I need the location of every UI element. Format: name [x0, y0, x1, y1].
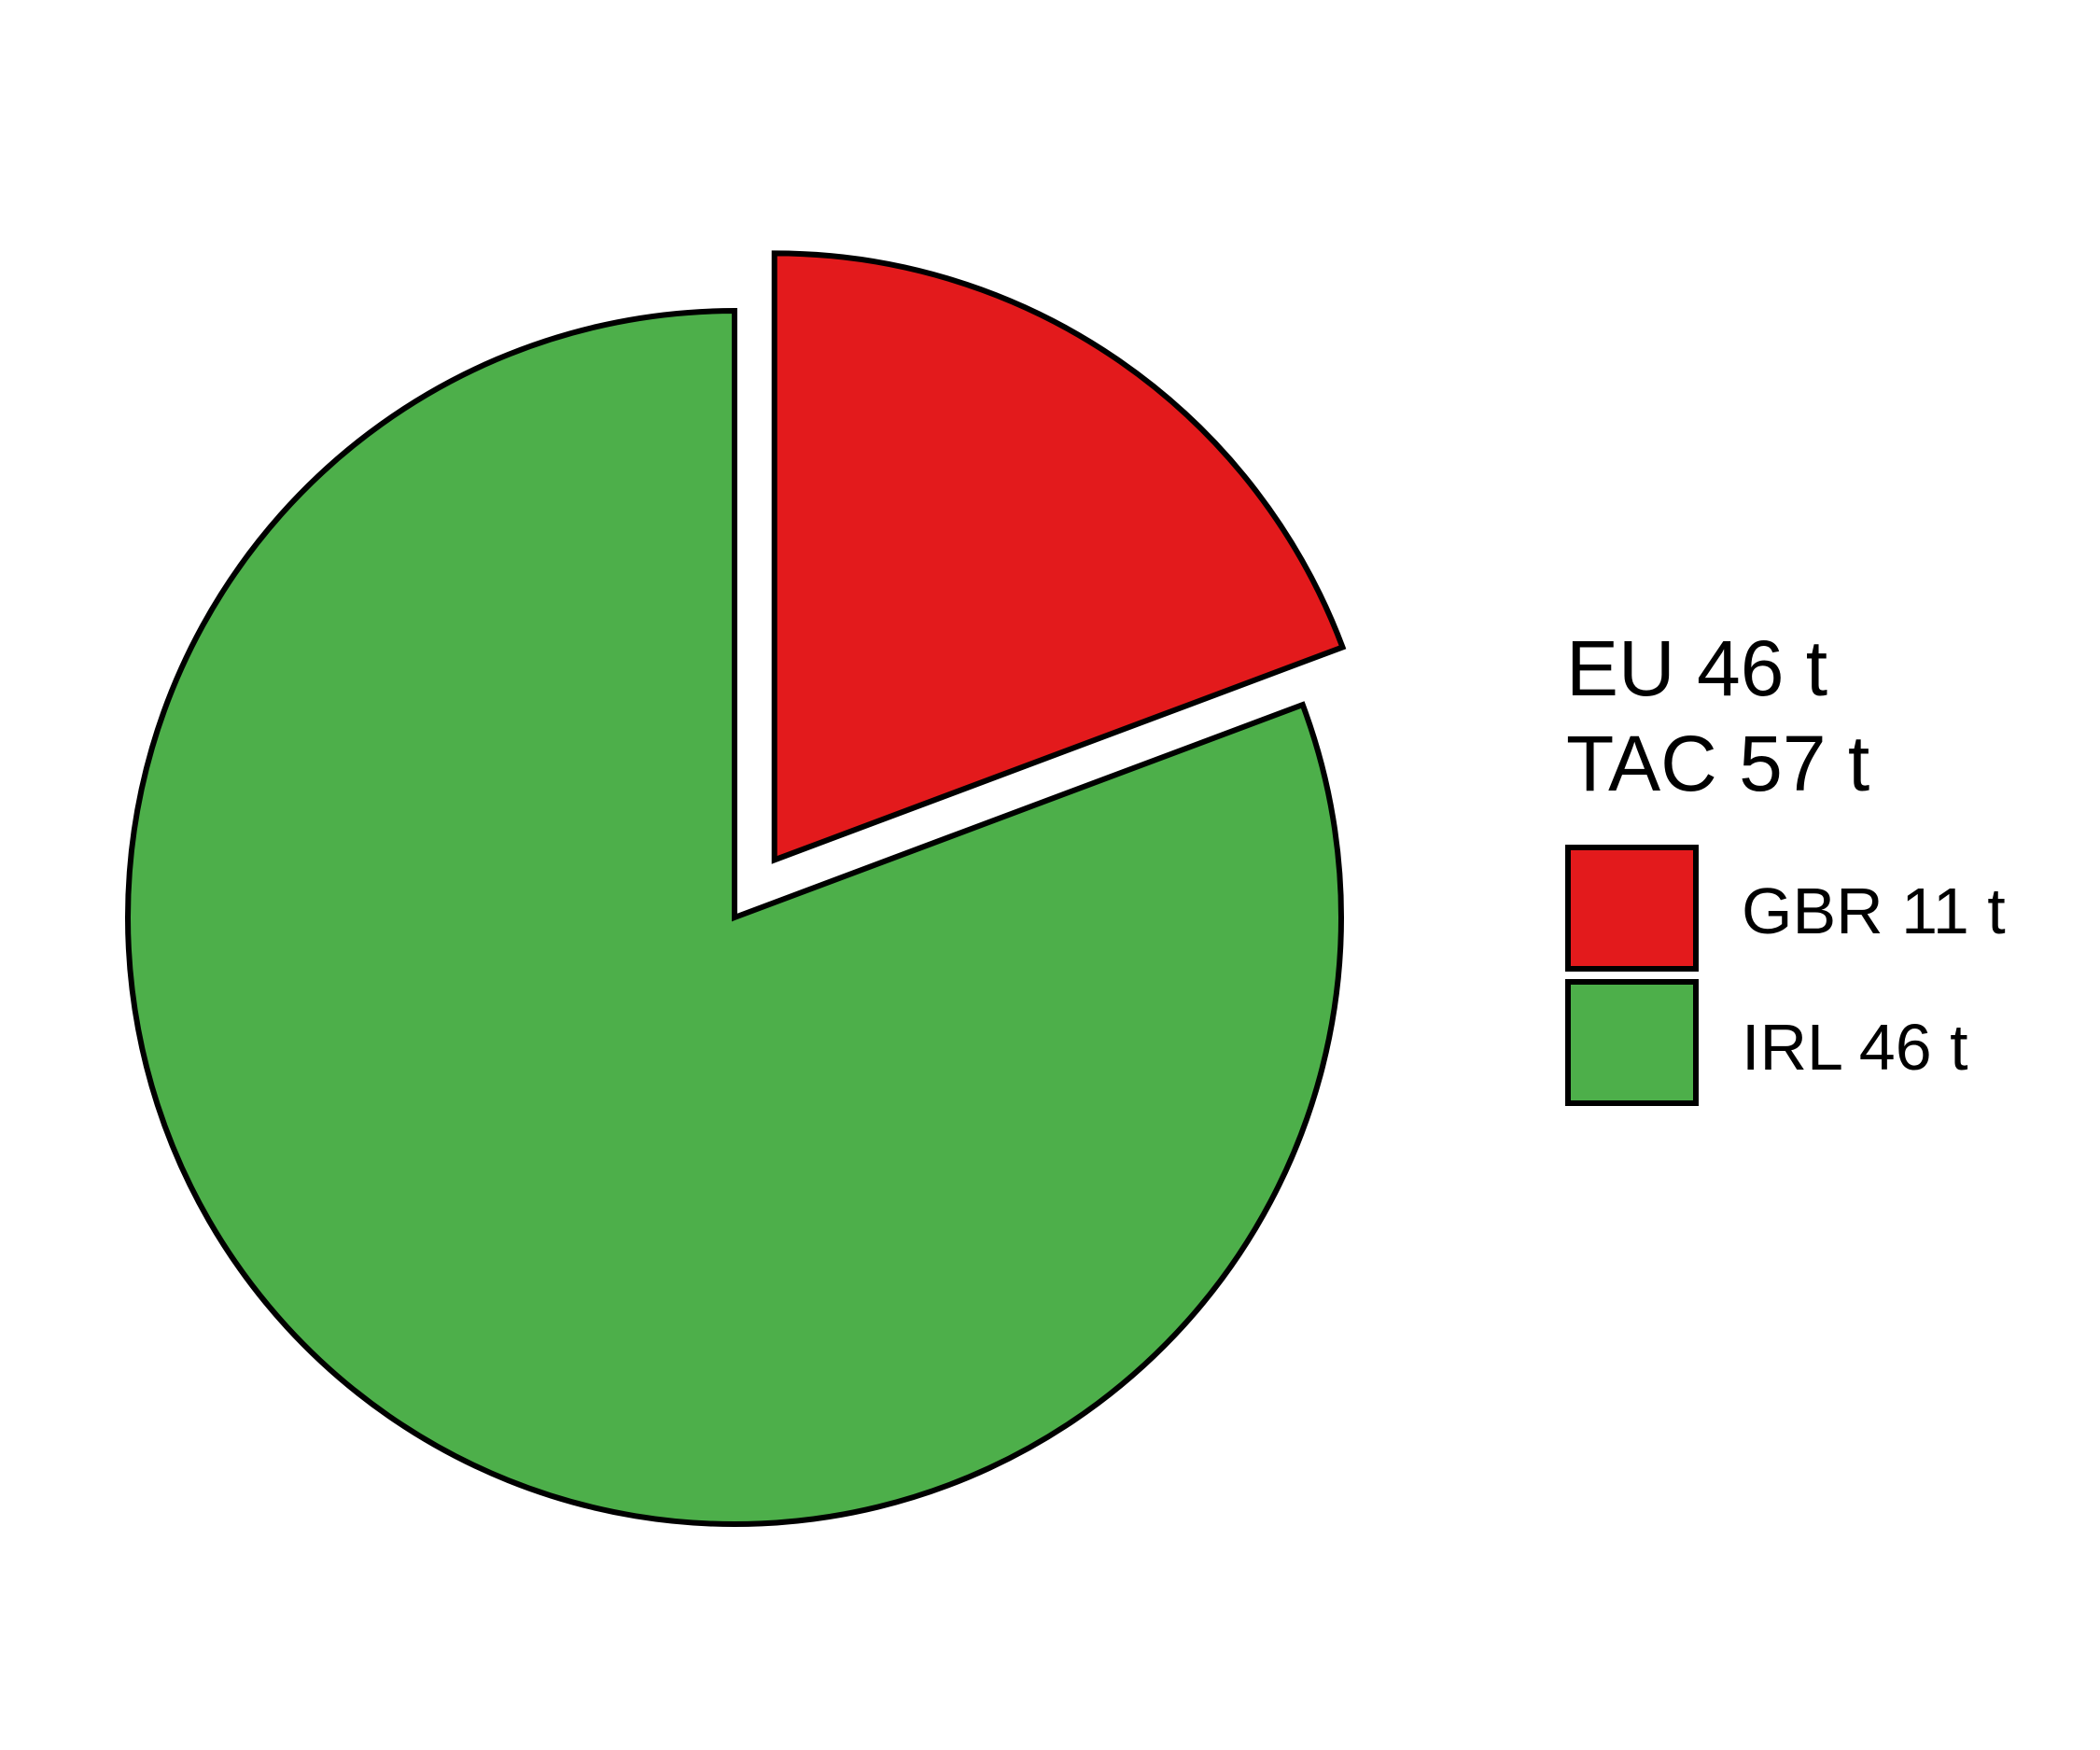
pie-slice-gbr [771, 250, 1347, 864]
legend-swatch-irl [1565, 979, 1699, 1106]
legend-header-line-1: EU 46 t [1566, 624, 1827, 712]
legend-label-gbr: GBR 11 t [1742, 875, 2006, 947]
pie-slice-irl [125, 307, 1344, 1527]
legend-swatch-gbr [1565, 845, 1699, 972]
legend-header-line-2: TAC 57 t [1566, 720, 1869, 807]
legend: EU 46 t TAC 57 t GBR 11 t IRL 46 t [1565, 624, 2006, 1106]
legend-label-irl: IRL 46 t [1742, 1011, 1968, 1084]
pie-slices [125, 250, 1347, 1527]
